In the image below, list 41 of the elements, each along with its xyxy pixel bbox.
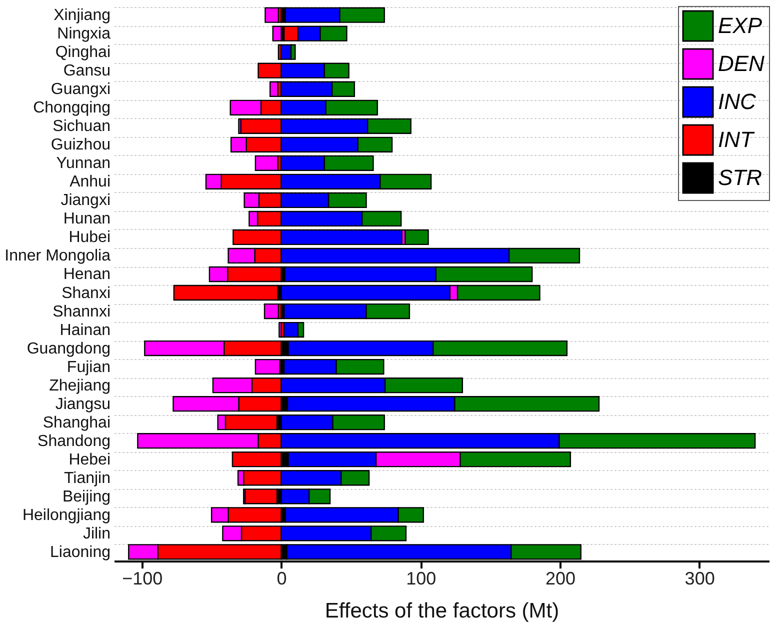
y-tick-label: Chongqing [33,100,110,117]
y-tick-label: Anhui [70,174,110,191]
y-tick-label: Guangxi [50,81,110,98]
x-tick-label: 100 [406,568,436,588]
legend-label: INC [718,89,756,114]
y-tick-label: Inner Mongolia [4,248,111,265]
x-tick-label: −100 [122,568,163,588]
y-tick-label: Henan [63,266,110,284]
y-tick-label: Sichuan [52,118,110,136]
x-axis-title: Effects of the factors (Mt) [324,600,560,622]
y-tick-label: Gansu [63,62,110,80]
y-tick-label: Guizhou [50,136,110,154]
y-tick-label: Shandong [38,432,110,450]
y-tick-label: Liaoning [50,544,110,561]
legend-label: EXP [718,13,762,38]
y-tick-label: Zhejiang [49,377,110,394]
y-tick-label: Ningxia [57,26,111,43]
y-tick-label: Fujian [66,358,110,376]
x-tick-label: 0 [276,568,287,588]
y-tick-label: Hainan [60,322,110,339]
y-tick-label: Hebei [68,451,110,468]
legend-label: INT [718,127,755,152]
y-tick-label: Beijing [62,488,110,506]
y-tick-label: Tianjin [64,470,110,487]
y-tick-label: Hubei [68,229,110,246]
y-tick-label: Shannxi [52,303,110,320]
legend-label: STR [718,165,762,190]
y-tick-label: Shanxi [62,284,110,302]
x-tick-label: 300 [684,568,715,588]
y-tick-label: Xinjiang [54,7,110,24]
y-tick-label: Heilongjiang [22,506,110,524]
x-tick-label: 200 [545,568,576,588]
y-tick-label: Jiangsu [55,396,110,413]
y-tick-label: Jiangxi [60,192,110,210]
legend-label: DEN [718,51,765,76]
y-tick-label: Guangdong [26,340,110,358]
y-tick-label: Jilin [82,525,110,542]
y-tick-label: Qinghai [55,44,110,62]
y-tick-label: Shanghai [42,414,110,432]
y-tick-label: Hunan [63,210,110,228]
y-tick-label: Yunnan [56,155,110,172]
